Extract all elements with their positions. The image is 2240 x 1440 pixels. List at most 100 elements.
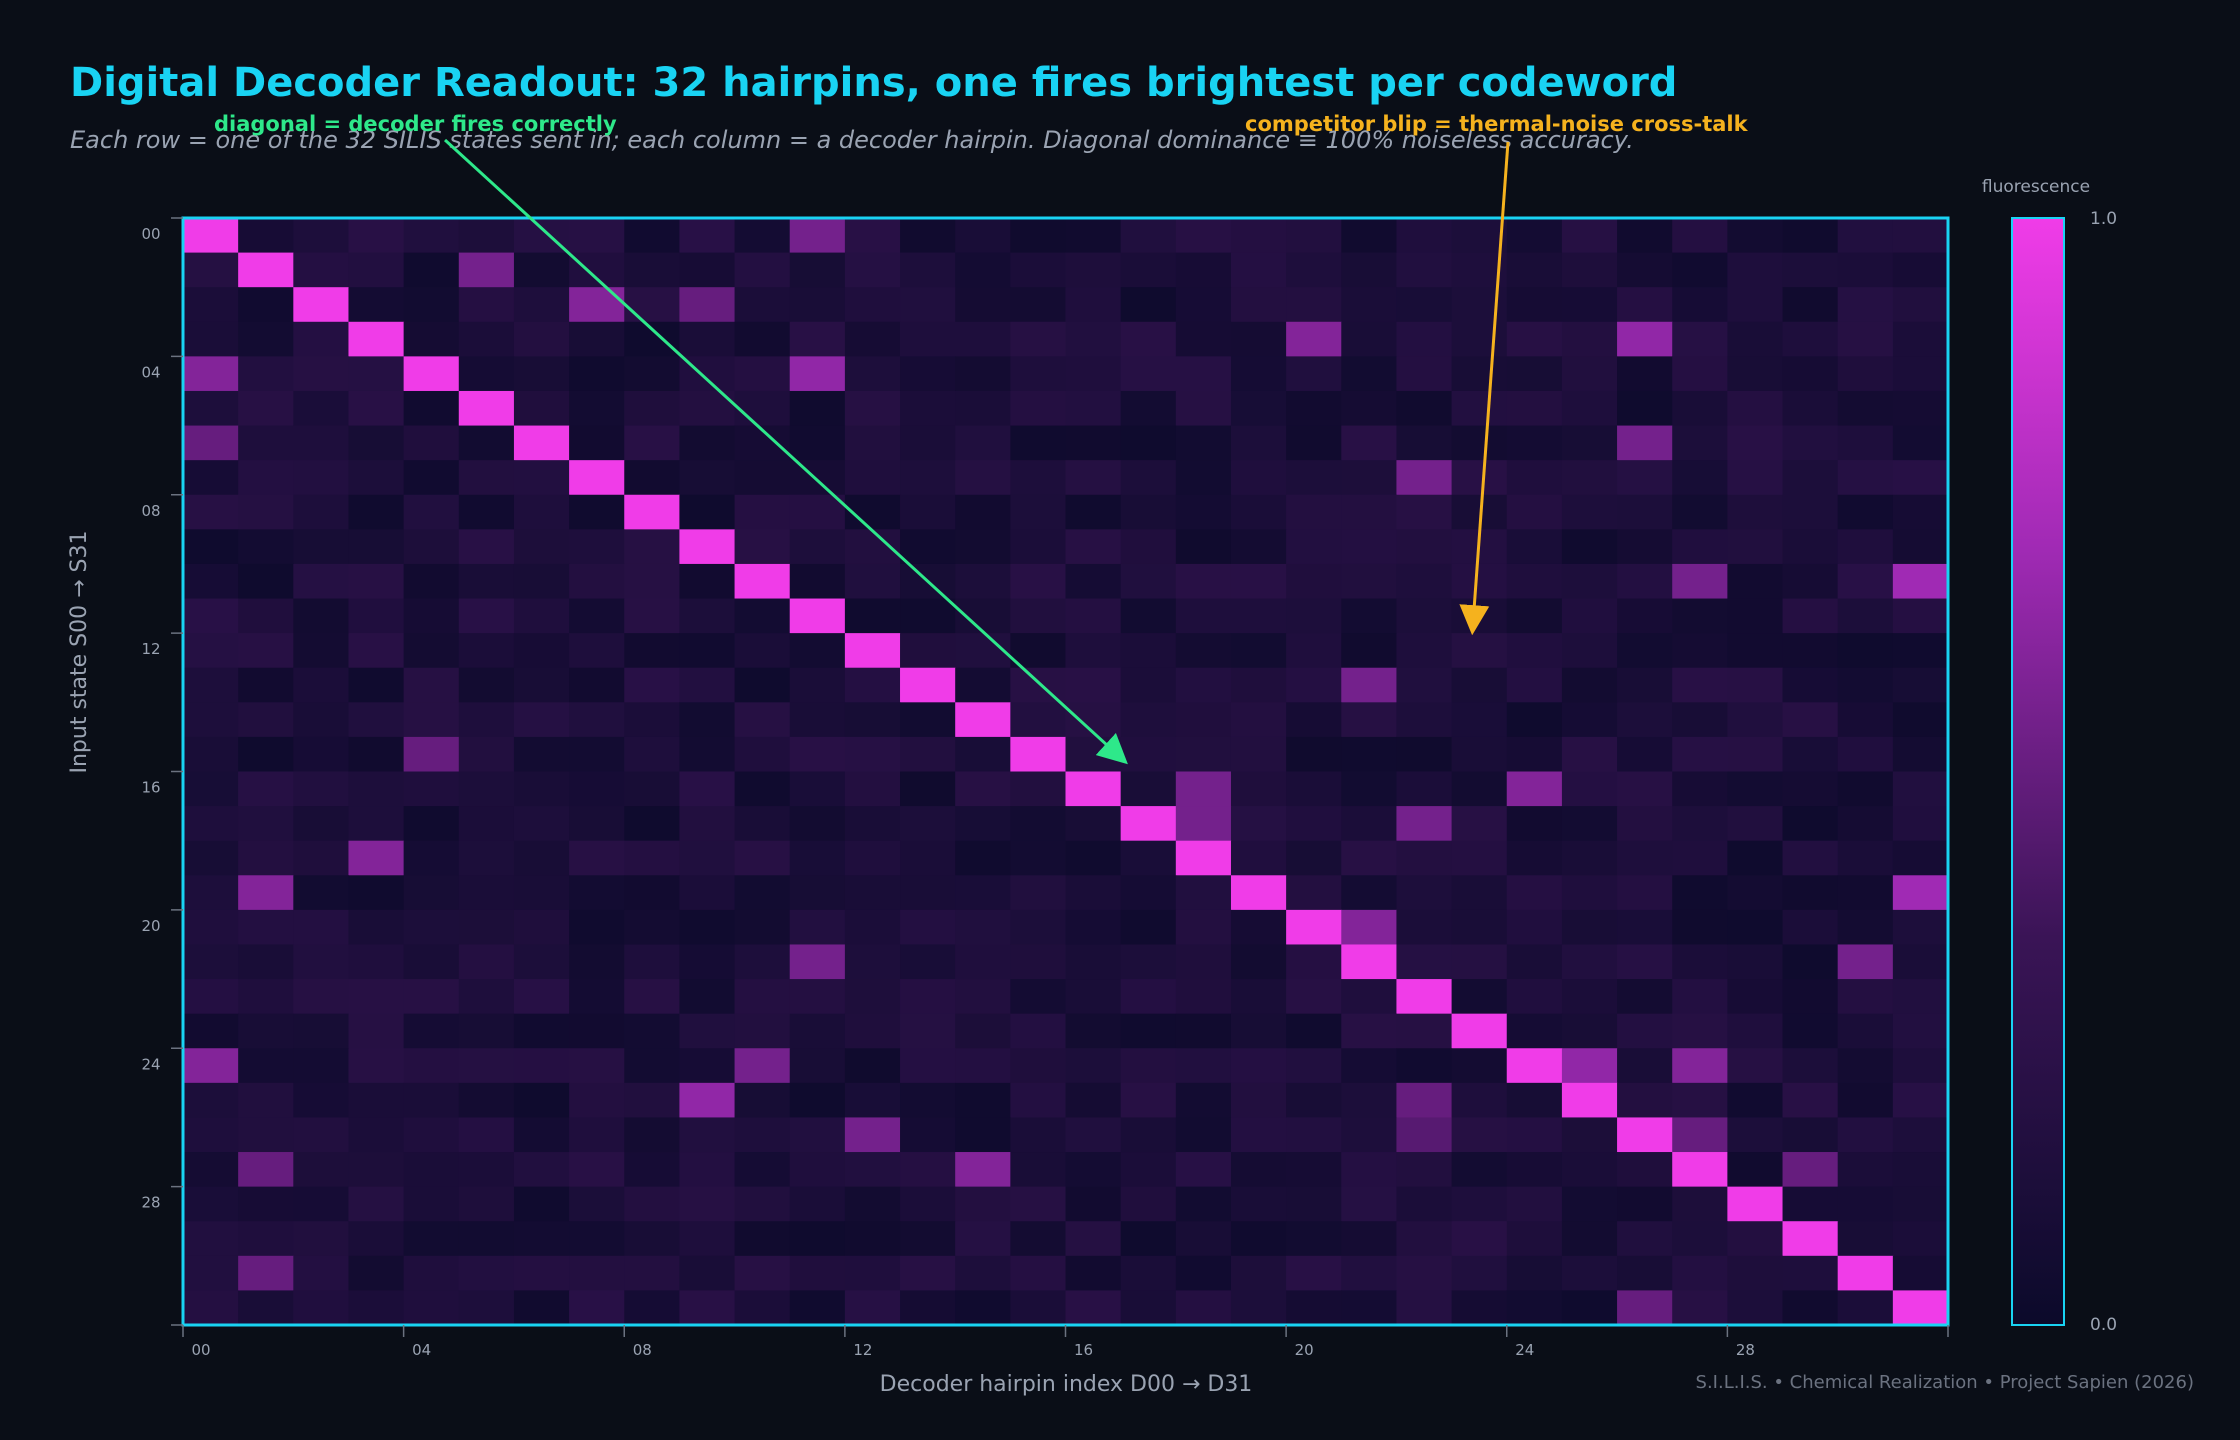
heatmap-cell: [513, 840, 570, 876]
heatmap-cell: [293, 1048, 349, 1084]
heatmap-cell: [183, 563, 239, 600]
heatmap-cell: [1120, 494, 1177, 530]
colorbar-max-label: 1.0: [2090, 209, 2117, 229]
heatmap-cell: [1120, 667, 1177, 703]
heatmap-cell: [1506, 909, 1563, 945]
heatmap-cell: [1010, 1221, 1066, 1257]
heatmap-cell: [1396, 806, 1453, 842]
heatmap-cell: [183, 1221, 239, 1257]
heatmap-cell: [1230, 736, 1287, 772]
heatmap-cell: [1727, 1290, 1784, 1326]
heatmap-cell: [1727, 806, 1784, 842]
heatmap-cell: [183, 1117, 239, 1153]
heatmap-cell: [1672, 1082, 1728, 1118]
heatmap-cell: [624, 1082, 680, 1118]
heatmap-cell: [624, 1013, 680, 1049]
heatmap-cell: [238, 321, 294, 357]
heatmap-cell: [1396, 1290, 1453, 1326]
heatmap-cell: [1341, 563, 1397, 600]
heatmap-cell: [238, 287, 294, 323]
heatmap-cell: [348, 1082, 405, 1118]
heatmap-cell: [1286, 1290, 1342, 1326]
heatmap-cell: [513, 1152, 570, 1188]
heatmap-cell: [789, 529, 846, 565]
heatmap-cell: [348, 1048, 405, 1084]
heatmap-cell: [1065, 494, 1122, 530]
heatmap-cell: [679, 1048, 736, 1084]
colorbar: fluorescence 1.0 0.0: [1982, 177, 2117, 1335]
heatmap-cell: [1341, 529, 1397, 565]
heatmap-cell: [1727, 667, 1784, 703]
heatmap-cell: [1782, 460, 1839, 496]
heatmap-cell: [789, 494, 846, 530]
heatmap-cell: [1892, 218, 1949, 254]
heatmap-cell: [1451, 771, 1508, 807]
heatmap-cell: [1892, 633, 1949, 669]
heatmap-cell: [1120, 287, 1177, 323]
heatmap-cell: [1506, 840, 1563, 876]
heatmap-cell: [458, 736, 515, 772]
heatmap-cell: [1672, 667, 1728, 703]
annotation-diagonal-text: diagonal = decoder fires correctly: [214, 112, 617, 136]
heatmap-cell: [1506, 633, 1563, 669]
heatmap-cell: [238, 667, 294, 703]
heatmap-cell: [1175, 218, 1232, 254]
heatmap-cell: [403, 1013, 460, 1049]
heatmap-cell: [569, 806, 625, 842]
heatmap-cell: [900, 425, 956, 461]
heatmap-cell: [569, 494, 625, 530]
heatmap-cell: [513, 598, 570, 634]
heatmap-cell: [1341, 909, 1397, 945]
heatmap-cell: [1561, 875, 1618, 911]
heatmap-cell: [844, 1255, 901, 1291]
heatmap-cell: [734, 1186, 791, 1222]
heatmap-cell: [1396, 321, 1453, 357]
heatmap-cell: [734, 875, 791, 911]
heatmap-cell: [1286, 1117, 1342, 1153]
heatmap-cell: [348, 909, 405, 945]
heatmap-cell: [1617, 633, 1673, 669]
heatmap-cell-diagonal: [1727, 1186, 1784, 1222]
heatmap-cell: [955, 218, 1011, 254]
heatmap-cell: [1672, 840, 1728, 876]
heatmap-cell: [624, 1152, 680, 1188]
heatmap-cell: [238, 1152, 294, 1188]
heatmap-cell: [900, 1082, 956, 1118]
heatmap-cell: [1010, 909, 1066, 945]
heatmap-cell: [734, 806, 791, 842]
heatmap-cell: [1506, 667, 1563, 703]
heatmap-cell-diagonal: [1892, 1290, 1949, 1326]
heatmap-cell: [293, 252, 349, 288]
heatmap-cell: [789, 736, 846, 772]
heatmap-cell: [1175, 944, 1232, 980]
heatmap-cell: [1065, 460, 1122, 496]
heatmap-cell: [1506, 356, 1563, 392]
heatmap-cell: [679, 875, 736, 911]
heatmap-cell: [458, 771, 515, 807]
heatmap-cell: [1727, 356, 1784, 392]
heatmap-cell: [183, 1186, 239, 1222]
heatmap-cell: [1506, 425, 1563, 461]
heatmap-cell: [348, 771, 405, 807]
heatmap-cell: [293, 1013, 349, 1049]
heatmap-cell: [1451, 390, 1508, 427]
heatmap-cell: [900, 287, 956, 323]
heatmap-cell: [734, 287, 791, 323]
heatmap-cell: [569, 909, 625, 945]
heatmap-cell: [1617, 1152, 1673, 1188]
heatmap-cell: [1341, 356, 1397, 392]
annotation-crosstalk: competitor blip = thermal-noise cross-ta…: [1245, 112, 1749, 636]
heatmap-cell: [900, 806, 956, 842]
heatmap-cell: [238, 356, 294, 392]
heatmap-cell: [624, 1255, 680, 1291]
heatmap-cell: [403, 252, 460, 288]
heatmap-cell: [844, 1221, 901, 1257]
heatmap-cell: [1617, 667, 1673, 703]
heatmap-cell: [1451, 875, 1508, 911]
heatmap-cell: [1341, 736, 1397, 772]
heatmap-cell: [734, 702, 791, 738]
heatmap-cell: [1837, 321, 1894, 357]
heatmap-cell: [624, 633, 680, 669]
heatmap-cell: [1672, 494, 1728, 530]
heatmap-cell: [1396, 1221, 1453, 1257]
